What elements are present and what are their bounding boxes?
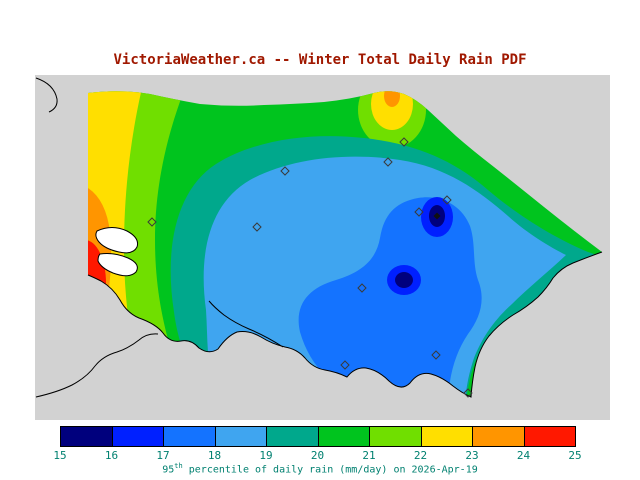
station-marker bbox=[383, 157, 393, 167]
colorbar-segment-23-24 bbox=[472, 427, 524, 446]
contour-core-navy-min-south bbox=[395, 272, 413, 288]
colorbar-segment-24-25 bbox=[523, 427, 575, 446]
contour-band-orange-north bbox=[384, 91, 400, 107]
coastline-southwest bbox=[35, 333, 159, 398]
colorbar-tick-16: 16 bbox=[104, 449, 119, 462]
colorbar-tick-18: 18 bbox=[207, 449, 222, 462]
colorbar-segment-17-18 bbox=[163, 427, 215, 446]
colorbar-segment-19-20 bbox=[266, 427, 318, 446]
colorbar-caption: 95th percentile of daily rain (mm/day) o… bbox=[0, 462, 640, 475]
inlet-waterway bbox=[208, 300, 284, 348]
station-marker bbox=[414, 207, 424, 217]
station-marker bbox=[442, 195, 452, 205]
colorbar-segment-16-17 bbox=[111, 427, 163, 446]
colorbar-tick-19: 19 bbox=[259, 449, 273, 462]
colorbar-segment-15-16 bbox=[61, 427, 112, 446]
station-markers bbox=[147, 137, 473, 398]
colorbar-tick-20: 20 bbox=[310, 449, 325, 462]
colorbar-segment-22-23 bbox=[420, 427, 472, 446]
figure-title: VictoriaWeather.ca -- Winter Total Daily… bbox=[113, 52, 527, 68]
colorbar-tick-21: 21 bbox=[362, 449, 376, 462]
station-marker bbox=[463, 388, 473, 398]
caption-base: 95 bbox=[162, 464, 175, 476]
colorbar-ticks: 15 16 17 18 19 20 21 22 23 24 25 bbox=[0, 449, 640, 462]
lagoon-north bbox=[95, 227, 138, 254]
station-marker bbox=[147, 217, 157, 227]
colorbar-tick-15: 15 bbox=[53, 449, 67, 462]
colorbar-tick-23: 23 bbox=[465, 449, 479, 462]
colorbar-segment-21-22 bbox=[369, 427, 421, 446]
contour-band-blue-southeast bbox=[298, 197, 482, 397]
station-marker bbox=[431, 350, 441, 360]
station-marker bbox=[340, 360, 350, 370]
colorbar-segment-20-21 bbox=[317, 427, 369, 446]
colorbar-segment-18-19 bbox=[214, 427, 266, 446]
station-marker bbox=[280, 166, 290, 176]
caption-rest: percentile of daily rain (mm/day) on 202… bbox=[182, 464, 478, 476]
colorbar bbox=[60, 426, 576, 447]
caption-superscript: th bbox=[174, 462, 183, 470]
station-marker-filled bbox=[433, 212, 441, 220]
colorbar-tick-24: 24 bbox=[516, 449, 531, 462]
coastline-northwest-arc bbox=[35, 77, 58, 113]
coastline bbox=[87, 251, 603, 398]
station-marker bbox=[252, 222, 262, 232]
station-marker bbox=[357, 283, 367, 293]
lagoon-south bbox=[97, 253, 138, 277]
station-marker bbox=[399, 137, 409, 147]
colorbar-tick-25: 25 bbox=[568, 449, 582, 462]
colorbar-tick-17: 17 bbox=[156, 449, 170, 462]
colorbar-tick-22: 22 bbox=[413, 449, 428, 462]
